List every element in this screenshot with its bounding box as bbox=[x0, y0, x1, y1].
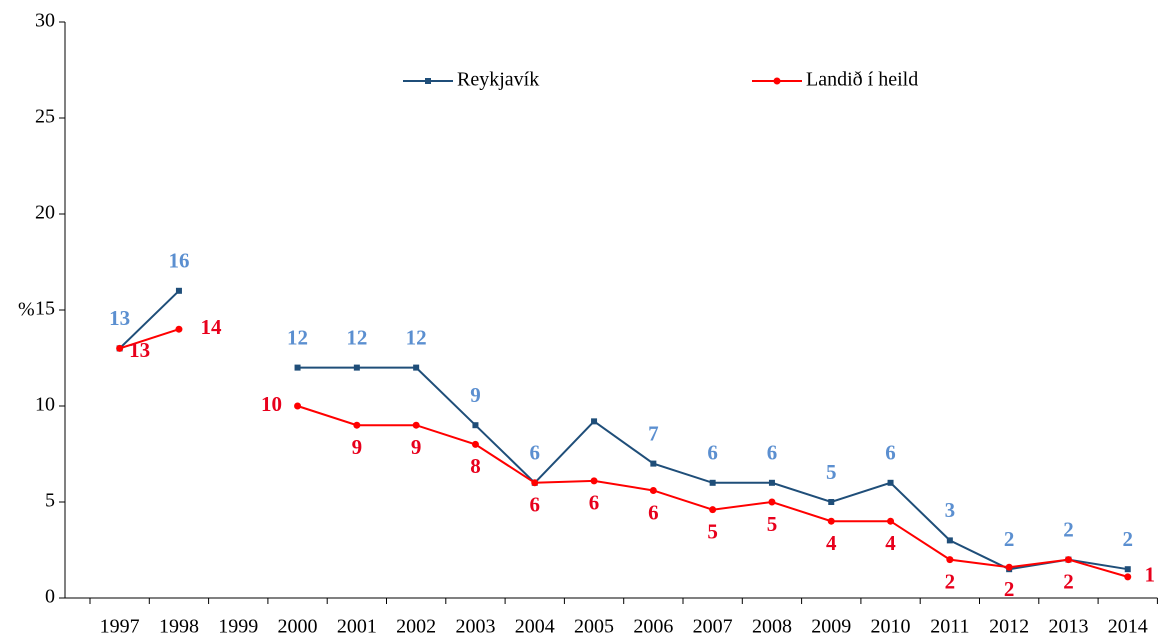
data-label: 6 bbox=[767, 441, 778, 465]
y-tick-label: 0 bbox=[45, 586, 55, 608]
marker bbox=[828, 499, 835, 505]
data-label: 5 bbox=[767, 512, 778, 536]
x-tick-label: 2011 bbox=[930, 616, 969, 638]
data-label: 6 bbox=[648, 500, 659, 524]
x-tick-label: 2006 bbox=[633, 616, 673, 638]
marker bbox=[768, 498, 776, 506]
x-tick-label: 1997 bbox=[100, 616, 140, 638]
data-label: 12 bbox=[287, 325, 308, 349]
x-tick-label: 2012 bbox=[989, 616, 1029, 638]
data-label: 16 bbox=[168, 249, 189, 273]
x-tick-label: 2014 bbox=[1108, 616, 1148, 638]
data-label: 6 bbox=[885, 441, 896, 465]
data-label: 5 bbox=[826, 460, 837, 484]
data-label: 6 bbox=[589, 491, 600, 515]
data-label: 2 bbox=[1123, 527, 1134, 551]
marker bbox=[472, 422, 479, 429]
data-label: 4 bbox=[885, 531, 896, 555]
x-tick-label: 2003 bbox=[455, 616, 495, 638]
data-label: 9 bbox=[470, 383, 481, 407]
marker bbox=[175, 325, 183, 333]
legend-marker bbox=[425, 78, 431, 84]
marker bbox=[590, 477, 598, 485]
marker bbox=[531, 479, 539, 487]
marker bbox=[946, 556, 954, 564]
data-label: 6 bbox=[707, 441, 718, 465]
x-tick-label: 2009 bbox=[811, 616, 851, 638]
data-label: 2 bbox=[1063, 569, 1074, 593]
marker bbox=[709, 506, 717, 514]
marker bbox=[887, 517, 895, 525]
y-tick-label: 5 bbox=[45, 490, 55, 512]
marker bbox=[650, 460, 657, 467]
y-tick-label: 30 bbox=[35, 10, 55, 32]
data-label: 6 bbox=[530, 441, 541, 465]
marker bbox=[353, 421, 361, 429]
data-label: 3 bbox=[945, 498, 956, 522]
data-label: 9 bbox=[411, 435, 422, 459]
series-line bbox=[297, 405, 1129, 578]
marker bbox=[353, 364, 360, 371]
y-tick-label: 20 bbox=[35, 202, 55, 224]
data-label: 4 bbox=[826, 531, 837, 555]
x-tick-label: 2002 bbox=[396, 616, 436, 638]
x-tick-label: 2001 bbox=[337, 616, 377, 638]
marker bbox=[294, 402, 302, 410]
data-label: 1 bbox=[1145, 563, 1156, 587]
x-tick-label: 2000 bbox=[278, 616, 318, 638]
data-label: 13 bbox=[109, 306, 130, 330]
data-label: 2 bbox=[1004, 527, 1015, 551]
marker bbox=[768, 479, 775, 486]
x-tick-label: 2005 bbox=[574, 616, 614, 638]
marker bbox=[1064, 556, 1072, 564]
legend-label: Reykjavík bbox=[457, 69, 539, 91]
legend-marker bbox=[773, 77, 781, 85]
marker bbox=[946, 537, 953, 544]
data-label: 5 bbox=[707, 519, 718, 543]
y-axis-label: % bbox=[18, 299, 35, 321]
x-tick-label: 2008 bbox=[752, 616, 792, 638]
data-label: 14 bbox=[200, 315, 222, 339]
marker bbox=[1124, 573, 1132, 581]
marker bbox=[887, 479, 894, 486]
data-label: 10 bbox=[261, 392, 282, 416]
y-tick-label: 25 bbox=[35, 106, 55, 128]
marker bbox=[471, 440, 479, 448]
data-label: 8 bbox=[470, 454, 481, 478]
data-label: 2 bbox=[1063, 517, 1074, 541]
x-tick-label: 2004 bbox=[515, 616, 555, 638]
x-tick-label: 1998 bbox=[159, 616, 199, 638]
y-tick-label: 15 bbox=[35, 298, 55, 320]
data-label: 13 bbox=[129, 338, 150, 362]
data-label: 6 bbox=[530, 493, 541, 517]
data-label: 9 bbox=[352, 435, 363, 459]
data-label: 12 bbox=[406, 325, 427, 349]
x-tick-label: 2010 bbox=[871, 616, 911, 638]
marker bbox=[116, 344, 124, 352]
x-tick-label: 1999 bbox=[218, 616, 258, 638]
series-line bbox=[118, 290, 180, 350]
x-tick-label: 2013 bbox=[1048, 616, 1088, 638]
marker bbox=[175, 287, 182, 294]
series-line bbox=[119, 328, 180, 350]
legend-label: Landið í heild bbox=[806, 69, 918, 91]
data-label: 7 bbox=[648, 421, 659, 445]
marker bbox=[709, 479, 716, 486]
data-label: 2 bbox=[945, 569, 956, 593]
data-label: 2 bbox=[1004, 577, 1015, 601]
marker bbox=[591, 418, 598, 425]
x-tick-label: 2007 bbox=[693, 616, 733, 638]
marker bbox=[827, 517, 835, 525]
y-tick-label: 10 bbox=[35, 394, 55, 416]
marker bbox=[294, 364, 301, 371]
marker bbox=[1124, 566, 1131, 573]
marker bbox=[649, 486, 657, 494]
data-label: 12 bbox=[346, 325, 367, 349]
marker bbox=[1005, 563, 1013, 571]
marker bbox=[412, 421, 420, 429]
marker bbox=[413, 364, 420, 371]
